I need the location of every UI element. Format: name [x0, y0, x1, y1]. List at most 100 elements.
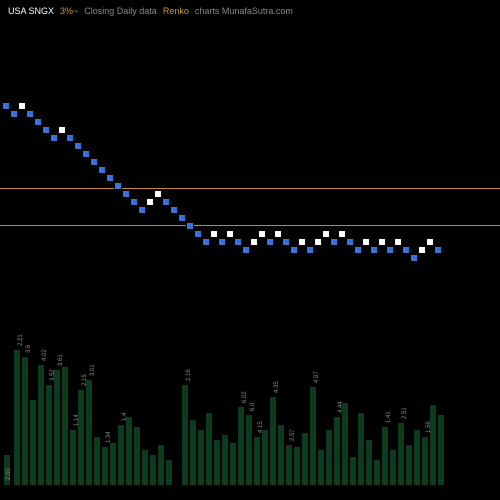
- renko-block: [138, 206, 146, 214]
- volume-chart: 2.213.64.023.523.611.142.153.011.341.42.…: [0, 330, 500, 485]
- title-symbol: USA SNGX: [8, 6, 54, 16]
- renko-block: [66, 134, 74, 142]
- volume-label: 2.21: [18, 334, 24, 346]
- volume-bar: [182, 385, 188, 485]
- volume-bar: [294, 447, 300, 485]
- chart-title: USA SNGX 3%~ Closing Daily data Renko ch…: [8, 6, 293, 16]
- volume-bar: [118, 425, 124, 485]
- renko-block: [370, 246, 378, 254]
- support-line: [0, 225, 500, 226]
- volume-bar: [214, 440, 220, 485]
- volume-bar: [198, 430, 204, 485]
- title-desc2: Renko: [163, 6, 189, 16]
- renko-block: [226, 230, 234, 238]
- volume-label: 2.51: [402, 407, 408, 419]
- renko-block: [250, 238, 258, 246]
- volume-bar: [206, 413, 212, 485]
- volume-label: 3.61: [58, 354, 64, 366]
- volume-bar: [166, 460, 172, 485]
- volume-bar: [230, 443, 236, 485]
- renko-block: [130, 198, 138, 206]
- renko-block: [26, 110, 34, 118]
- renko-block: [354, 246, 362, 254]
- renko-block: [330, 238, 338, 246]
- volume-bar: [70, 430, 76, 485]
- volume-bar: [38, 365, 44, 485]
- renko-block: [98, 166, 106, 174]
- volume-bar: [358, 413, 364, 485]
- volume-bar: [222, 435, 228, 485]
- renko-block: [170, 206, 178, 214]
- title-desc3: charts MunafaSutra.com: [195, 6, 293, 16]
- volume-label: 2.16: [186, 369, 192, 381]
- volume-bar: [366, 440, 372, 485]
- renko-block: [402, 246, 410, 254]
- volume-bar: [22, 357, 28, 485]
- volume-bar: [390, 450, 396, 485]
- renko-block: [290, 246, 298, 254]
- renko-block: [426, 238, 434, 246]
- volume-bar: [382, 427, 388, 485]
- volume-bar: [254, 437, 260, 485]
- volume-bar: [54, 370, 60, 485]
- volume-bar: [310, 387, 316, 485]
- volume-bar: [374, 460, 380, 485]
- volume-label: 4.97: [314, 371, 320, 383]
- volume-label: 4.02: [42, 349, 48, 361]
- volume-bar: [334, 417, 340, 485]
- renko-block: [386, 246, 394, 254]
- volume-bar: [150, 455, 156, 485]
- volume-bar: [142, 450, 148, 485]
- renko-block: [218, 238, 226, 246]
- volume-bar: [438, 415, 444, 485]
- volume-bar: [286, 445, 292, 485]
- volume-bar: [406, 445, 412, 485]
- renko-block: [242, 246, 250, 254]
- renko-block: [418, 246, 426, 254]
- volume-bar: [238, 407, 244, 485]
- renko-block: [306, 246, 314, 254]
- renko-block: [378, 238, 386, 246]
- volume-bar: [134, 427, 140, 485]
- volume-y-label: 2.00: [6, 468, 12, 480]
- renko-block: [410, 254, 418, 262]
- renko-block: [194, 230, 202, 238]
- renko-block: [90, 158, 98, 166]
- renko-block: [18, 102, 26, 110]
- volume-bar: [78, 390, 84, 485]
- volume-bar: [94, 437, 100, 485]
- renko-block: [314, 238, 322, 246]
- volume-bar: [30, 400, 36, 485]
- volume-bar: [190, 420, 196, 485]
- volume-bar: [414, 430, 420, 485]
- volume-bar: [350, 457, 356, 485]
- volume-bar: [246, 415, 252, 485]
- volume-bar: [14, 350, 20, 485]
- renko-chart: [0, 20, 500, 320]
- renko-block: [178, 214, 186, 222]
- volume-bar: [110, 443, 116, 485]
- renko-block: [338, 230, 346, 238]
- volume-bar: [86, 380, 92, 485]
- volume-bar: [430, 405, 436, 485]
- volume-label: 1.41: [386, 411, 392, 423]
- title-desc1: Closing Daily data: [84, 6, 157, 16]
- title-percent: 3%~: [60, 6, 78, 16]
- renko-block: [2, 102, 10, 110]
- volume-bar: [278, 425, 284, 485]
- renko-block: [162, 198, 170, 206]
- renko-block: [362, 238, 370, 246]
- volume-label: 2.57: [290, 429, 296, 441]
- renko-block: [74, 142, 82, 150]
- volume-bar: [318, 450, 324, 485]
- renko-block: [298, 238, 306, 246]
- renko-block: [258, 230, 266, 238]
- renko-block: [58, 126, 66, 134]
- renko-block: [234, 238, 242, 246]
- volume-bar: [46, 385, 52, 485]
- renko-block: [82, 150, 90, 158]
- volume-bar: [326, 430, 332, 485]
- volume-label: 3.6: [26, 345, 32, 353]
- renko-block: [50, 134, 58, 142]
- volume-bar: [62, 367, 68, 485]
